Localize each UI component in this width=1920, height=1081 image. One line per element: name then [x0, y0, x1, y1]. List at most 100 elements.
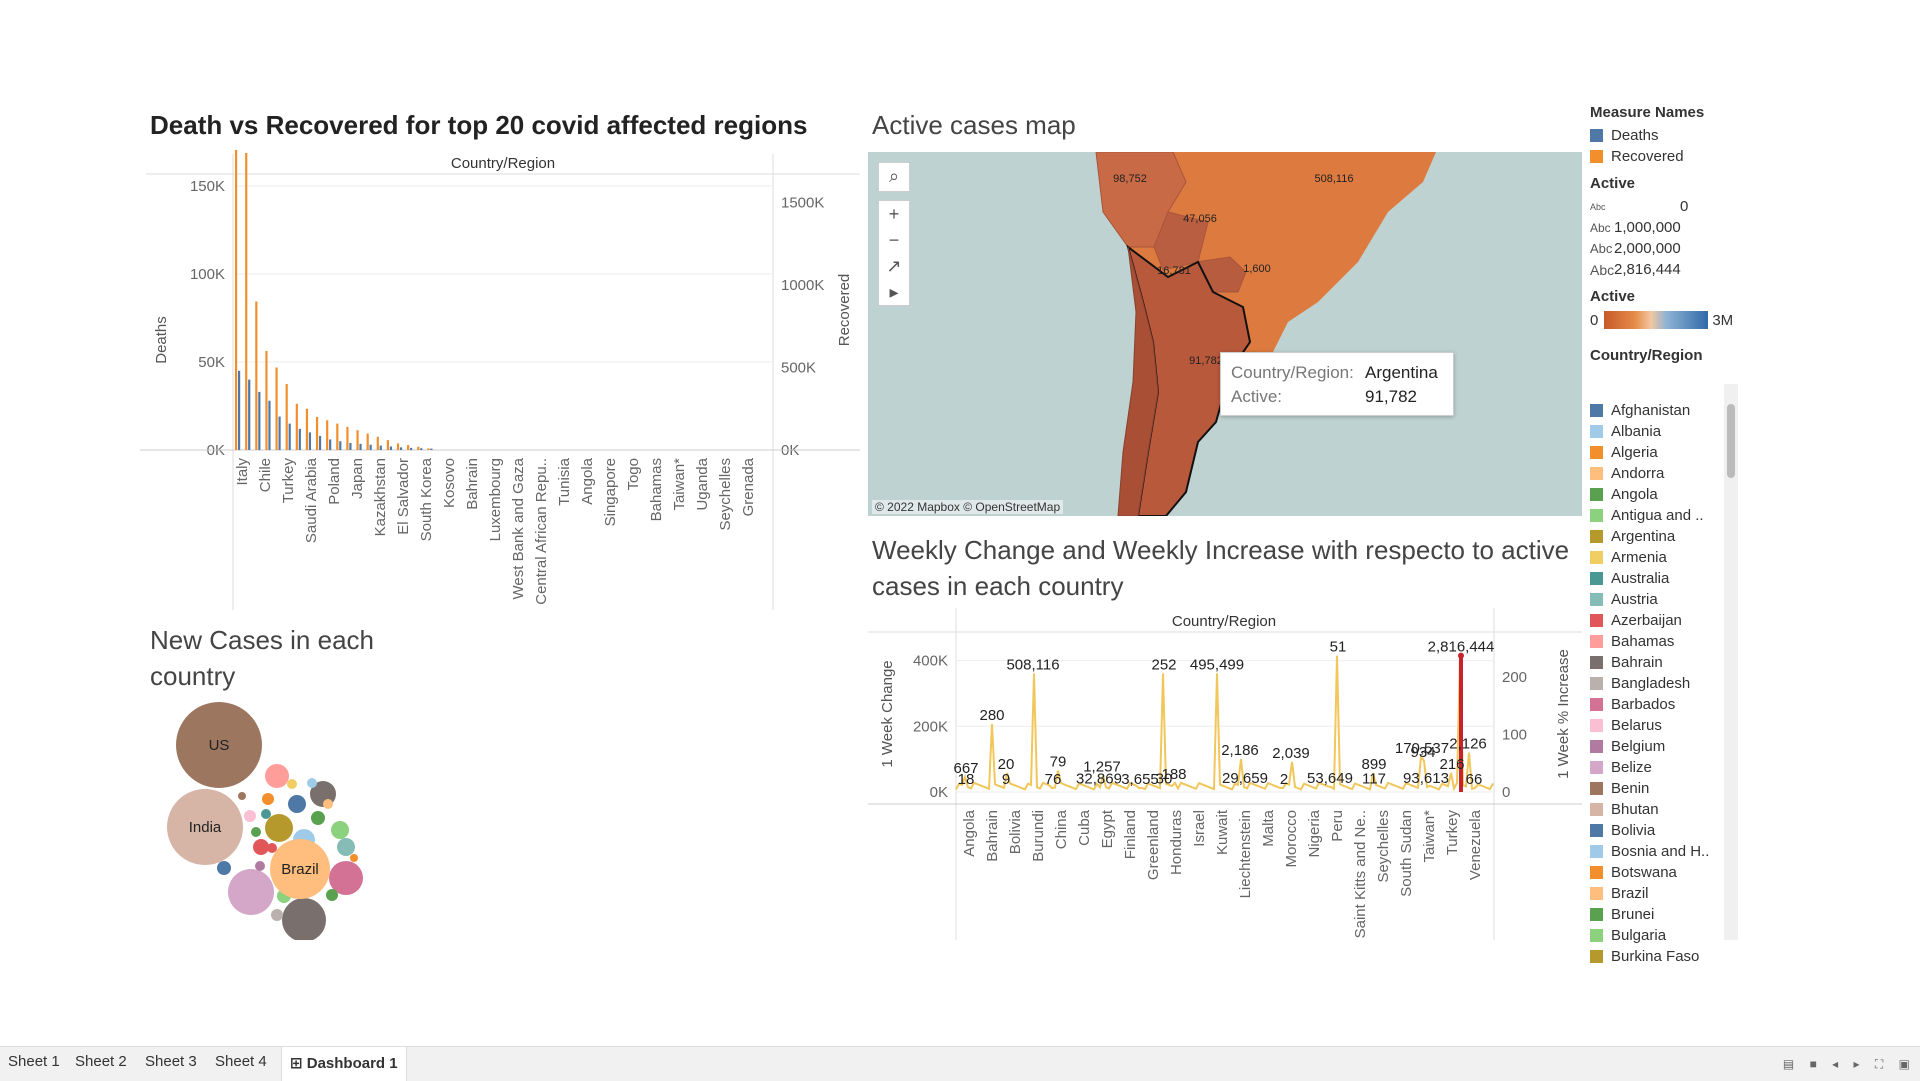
sheet-sorter-icon[interactable]: ▤: [1782, 1057, 1795, 1071]
legend-country-item[interactable]: Azerbaijan: [1590, 610, 1728, 631]
legend-country-item[interactable]: Bosnia and H..: [1590, 841, 1728, 862]
legend-country-item[interactable]: Argentina: [1590, 526, 1728, 547]
bar-recovered[interactable]: [366, 433, 369, 451]
bar-deaths[interactable]: [308, 432, 312, 450]
bar-recovered[interactable]: [265, 351, 268, 450]
bar-recovered[interactable]: [255, 301, 258, 451]
legend-measure-item[interactable]: Deaths: [1590, 125, 1740, 146]
bar-deaths[interactable]: [248, 379, 251, 450]
next-sheet-icon[interactable]: ▸: [1853, 1057, 1860, 1071]
bar-deaths[interactable]: [278, 416, 281, 450]
bubble-country[interactable]: [265, 764, 289, 788]
bar-recovered[interactable]: [326, 420, 329, 450]
bar-deaths[interactable]: [359, 443, 362, 450]
map-search-control[interactable]: ⌕: [878, 162, 910, 192]
pan-select-icon[interactable]: ↗: [886, 255, 902, 276]
zoom-in-icon[interactable]: +: [888, 203, 900, 224]
legend-country-item[interactable]: Belize: [1590, 757, 1728, 778]
legend-country-list[interactable]: Afghanistan Albania Algeria Andorra Angola An…: [1590, 400, 1728, 970]
zoom-out-icon[interactable]: −: [888, 229, 900, 250]
legend-measure-item[interactable]: Recovered: [1590, 146, 1740, 167]
bubble-country[interactable]: [255, 861, 265, 871]
legend-country-item[interactable]: Brazil: [1590, 883, 1728, 904]
sheet-nav-controls[interactable]: ▤ ■ ◂ ▸ ⛶ ▣: [1771, 1057, 1910, 1072]
bar-deaths[interactable]: [258, 391, 261, 450]
bubble-country[interactable]: [262, 793, 274, 805]
bar-deaths[interactable]: [288, 423, 291, 450]
bar-recovered[interactable]: [376, 436, 379, 450]
legend-country-item[interactable]: Brunei: [1590, 904, 1728, 925]
legend-country-item[interactable]: Afghanistan: [1590, 400, 1728, 421]
legend-country-item[interactable]: Austria: [1590, 589, 1728, 610]
legend-country-item[interactable]: Angola: [1590, 484, 1728, 505]
legend-country-item[interactable]: Bhutan: [1590, 799, 1728, 820]
bubble-country[interactable]: [307, 778, 317, 788]
bubble-country[interactable]: [238, 792, 246, 800]
bar-deaths[interactable]: [389, 446, 392, 450]
bar-recovered[interactable]: [346, 426, 349, 450]
bar-deaths[interactable]: [369, 444, 372, 450]
legend-country-item[interactable]: Algeria: [1590, 442, 1728, 463]
bubble-country[interactable]: [329, 861, 363, 895]
bubble-country[interactable]: [253, 839, 269, 855]
bubble-country[interactable]: [271, 909, 283, 921]
bar-recovered[interactable]: [275, 367, 278, 451]
bubble-country[interactable]: [323, 799, 333, 809]
legend-country-item[interactable]: Burkina Faso: [1590, 946, 1728, 967]
bar-deaths[interactable]: [268, 400, 271, 450]
bar-deaths[interactable]: [399, 447, 403, 450]
weekly-peak-point[interactable]: [1458, 652, 1464, 659]
bar-deaths[interactable]: [420, 448, 423, 450]
legend-country-item[interactable]: Botswana: [1590, 862, 1728, 883]
legend-country-item[interactable]: Belarus: [1590, 715, 1728, 736]
bar-recovered[interactable]: [305, 408, 309, 450]
bar-recovered[interactable]: [285, 384, 288, 450]
play-arrow-icon[interactable]: ▸: [889, 281, 899, 302]
bar-deaths[interactable]: [238, 370, 241, 450]
active-cases-map[interactable]: 98,752 47,056 508,116 16,781 1,600 91,782 ⌕ +…: [868, 152, 1582, 516]
bar-recovered[interactable]: [356, 430, 359, 450]
bar-deaths[interactable]: [339, 441, 342, 450]
prev-sheet-icon[interactable]: ◂: [1832, 1057, 1839, 1071]
legend-country-item[interactable]: Benin: [1590, 778, 1728, 799]
fullscreen-icon[interactable]: ⛶: [1874, 1057, 1884, 1071]
weekly-change-chart[interactable]: Country/Region 1 Week Change 1 Week % In…: [868, 604, 1588, 940]
tab-sheet-1[interactable]: Sheet 1: [8, 1053, 60, 1070]
legend-country-item[interactable]: Bahamas: [1590, 631, 1728, 652]
bar-deaths[interactable]: [410, 447, 413, 450]
bubble-country[interactable]: [265, 814, 293, 842]
legend-country-item[interactable]: Bangladesh: [1590, 673, 1728, 694]
bubble-country[interactable]: [311, 811, 325, 825]
bar-recovered[interactable]: [315, 417, 319, 450]
bar-deaths[interactable]: [379, 445, 382, 450]
bar-recovered[interactable]: [417, 446, 420, 450]
legend-scroll-thumb[interactable]: [1727, 404, 1735, 478]
bubble-country[interactable]: [167, 789, 243, 865]
new-cases-bubble-chart[interactable]: US India Brazil: [150, 690, 390, 940]
bubble-country[interactable]: [217, 861, 231, 875]
weekly-change-line[interactable]: [955, 655, 1494, 792]
map-credit[interactable]: © 2022 Mapbox © OpenStreetMap: [872, 500, 1064, 514]
map-zoom-controls[interactable]: + − ↗ ▸: [878, 200, 910, 306]
bar-recovered[interactable]: [336, 423, 339, 450]
bar-deaths[interactable]: [329, 439, 332, 450]
tab-sheet-4[interactable]: Sheet 4: [215, 1053, 267, 1070]
bar-recovered[interactable]: [386, 440, 389, 450]
bar-recovered[interactable]: [295, 403, 298, 450]
tab-sheet-3[interactable]: Sheet 3: [145, 1053, 197, 1070]
bar-recovered[interactable]: [245, 153, 248, 450]
bubble-country[interactable]: [282, 898, 326, 940]
bubble-country[interactable]: [176, 702, 262, 788]
bar-recovered[interactable]: [235, 150, 238, 450]
bar-recovered[interactable]: [407, 445, 410, 450]
legend-country-item[interactable]: Albania: [1590, 421, 1728, 442]
legend-country-item[interactable]: Bulgaria: [1590, 925, 1728, 946]
bubble-country[interactable]: [326, 889, 338, 901]
bar-recovered[interactable]: [427, 448, 430, 450]
legend-country-item[interactable]: Antigua and ..: [1590, 505, 1728, 526]
legend-country-item[interactable]: Barbados: [1590, 694, 1728, 715]
bar-deaths[interactable]: [318, 435, 322, 450]
bar-recovered[interactable]: [396, 443, 400, 450]
search-icon[interactable]: ⌕: [888, 165, 900, 186]
legend-country-item[interactable]: Australia: [1590, 568, 1728, 589]
